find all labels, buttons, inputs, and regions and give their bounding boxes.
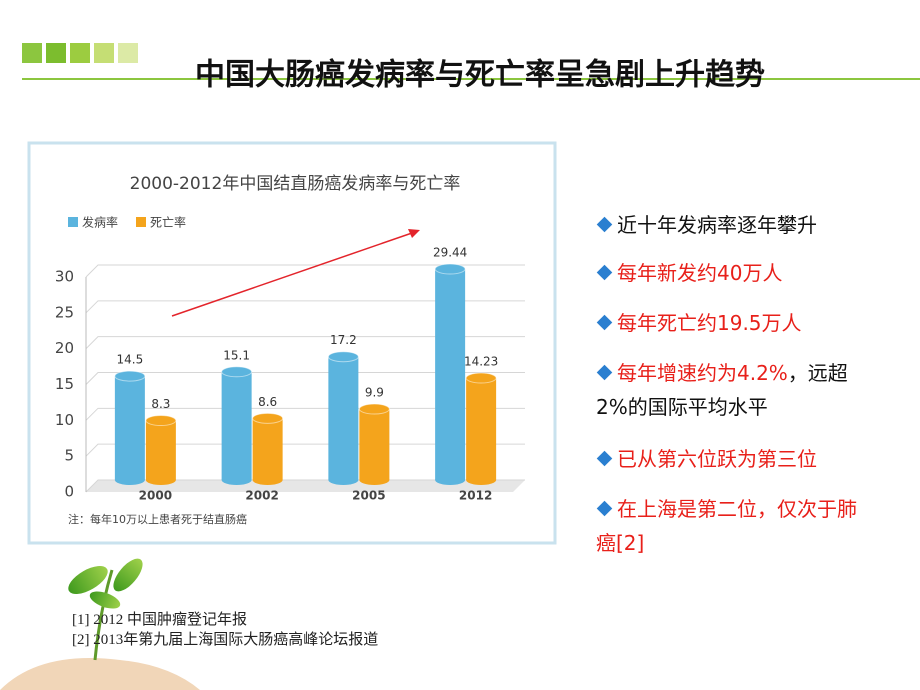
y-tick-label: 15	[55, 375, 74, 393]
plant-decoration	[0, 558, 200, 690]
bullet-marker	[596, 450, 613, 467]
bullet: 已从第六位跃为第三位	[596, 442, 876, 476]
bar	[359, 409, 390, 480]
bullet-marker	[596, 500, 613, 517]
bullet: 每年增速约为4.2%，远超2%的国际平均水平	[596, 356, 876, 424]
bullet: 每年新发约40万人	[596, 256, 876, 290]
bullet-text: 已从第六位跃为第三位	[617, 447, 817, 471]
legend-label: 死亡率	[150, 215, 186, 230]
bar	[252, 418, 283, 480]
trend-arrow	[171, 232, 413, 317]
bar	[466, 378, 497, 480]
chart-floor	[86, 480, 525, 492]
bar-cap	[358, 403, 390, 415]
x-tick-label: 2002	[245, 489, 278, 503]
y-tick-label: 5	[64, 447, 74, 465]
bar	[328, 356, 359, 480]
y-tick-label: 25	[55, 303, 74, 321]
value-label: 15.1	[223, 348, 250, 362]
bar	[221, 371, 252, 480]
reference: [1] 2012 中国肿瘤登记年报	[72, 612, 247, 628]
x-tick-label: 2000	[139, 489, 172, 503]
grid-line	[85, 264, 525, 278]
bar-cap	[434, 263, 466, 275]
value-label: 8.6	[258, 395, 277, 409]
bar-cap	[465, 372, 497, 384]
y-tick-label: 20	[55, 339, 74, 357]
legend-swatch	[136, 217, 146, 227]
bullet: 在上海是第二位，仅次于肺癌[2]	[596, 492, 876, 560]
value-label: 29.44	[433, 246, 467, 260]
y-tick-label: 10	[55, 411, 74, 429]
bullet-marker	[596, 264, 613, 281]
chart: 发病率 死亡率 0 5 10 15 20 25 30 2000 14.5 8.3 2002 15.1 8.6…	[55, 215, 525, 503]
bar	[114, 376, 145, 480]
bar-cap	[145, 415, 177, 427]
bar	[145, 420, 176, 480]
bar-cap	[221, 366, 253, 378]
bar-cap	[114, 370, 146, 382]
bullet-text: 每年死亡约19.5万人	[617, 311, 802, 335]
trend-arrowhead	[408, 229, 420, 238]
grid-line	[85, 372, 525, 385]
bullet-text: 每年增速约为4.2%	[617, 361, 788, 385]
bullet-text: 在上海是第二位，仅次于肺癌[2]	[596, 497, 857, 555]
bullet: 每年死亡约19.5万人	[596, 306, 876, 340]
bullet-marker	[596, 364, 613, 381]
corner-squares	[22, 43, 138, 63]
y-tick-label: 0	[64, 483, 74, 501]
x-tick-label: 2012	[459, 489, 492, 503]
value-label: 14.5	[117, 353, 144, 367]
bullet-text: 近十年发病率逐年攀升	[617, 213, 817, 237]
reference: [2] 2013年第九届上海国际大肠癌高峰论坛报道	[72, 632, 379, 648]
bar-cap	[327, 351, 359, 363]
x-tick-label: 2005	[352, 489, 385, 503]
value-label: 9.9	[365, 386, 384, 400]
value-label: 17.2	[330, 333, 357, 347]
chart-title: 2000-2012年中国结直肠癌发病率与死亡率	[130, 174, 461, 194]
bullet-text: 每年新发约40万人	[617, 261, 783, 285]
legend-label: 发病率	[82, 215, 118, 230]
legend-swatch	[68, 217, 78, 227]
chart-note: 注：每年10万以上患者死于结直肠癌	[68, 512, 247, 526]
value-label: 8.3	[151, 397, 170, 411]
bar-cap	[252, 412, 284, 424]
grid-line	[85, 300, 525, 314]
bar	[435, 269, 466, 480]
y-tick-label: 30	[55, 268, 74, 286]
bullet-marker	[596, 314, 613, 331]
slide-title: 中国大肠癌发病率与死亡率呈急剧上升趋势	[195, 58, 765, 93]
bullet: 近十年发病率逐年攀升	[596, 208, 876, 242]
value-label: 14.23	[464, 355, 498, 369]
bullet-marker	[596, 216, 613, 233]
grid-line	[85, 336, 525, 350]
bullet-text: ，远超2%的国际平均水平	[596, 361, 848, 419]
